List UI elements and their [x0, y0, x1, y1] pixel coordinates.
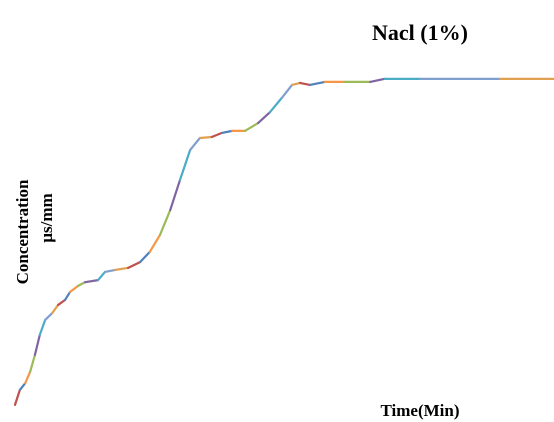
- line-segment: [268, 96, 283, 114]
- line-segment: [220, 129, 234, 134]
- line-segment: [198, 135, 213, 140]
- line-segment: [169, 179, 182, 212]
- line-segment: [189, 136, 201, 151]
- line-segment: [44, 312, 54, 321]
- x-axis-label: Time(Min): [380, 401, 459, 420]
- line-segment: [83, 279, 100, 284]
- line-segment: [96, 270, 107, 282]
- line-segment: [308, 80, 327, 87]
- line-segment: [369, 77, 386, 84]
- line-segment: [18, 382, 27, 392]
- line-segment: [64, 290, 72, 301]
- line-segment: [210, 131, 224, 139]
- line-segment: [299, 81, 311, 87]
- y-axis-label: µs/mm: [37, 193, 56, 242]
- line-segment: [244, 121, 260, 132]
- line-segment: [33, 333, 41, 357]
- line-segment: [138, 250, 151, 264]
- line-segment: [103, 268, 117, 274]
- line-segment: [38, 318, 47, 336]
- line-segment: [51, 303, 60, 315]
- line-segment: [57, 298, 67, 307]
- line-segment: [148, 233, 162, 253]
- line-segment: [280, 83, 294, 99]
- line-segment: [114, 266, 130, 272]
- line-segment: [256, 111, 272, 125]
- line-segment: [24, 370, 32, 385]
- line-segment: [68, 284, 80, 294]
- line-segment: [290, 81, 302, 87]
- line-segment: [178, 148, 192, 182]
- line-segment: [28, 353, 37, 374]
- y-axis-label: Concentration: [13, 179, 32, 284]
- line-segment: [158, 208, 172, 236]
- chart-title: Nacl (1%): [372, 20, 468, 45]
- line-segment: [76, 281, 87, 287]
- line-segment: [127, 261, 142, 269]
- line-segment: [13, 388, 21, 406]
